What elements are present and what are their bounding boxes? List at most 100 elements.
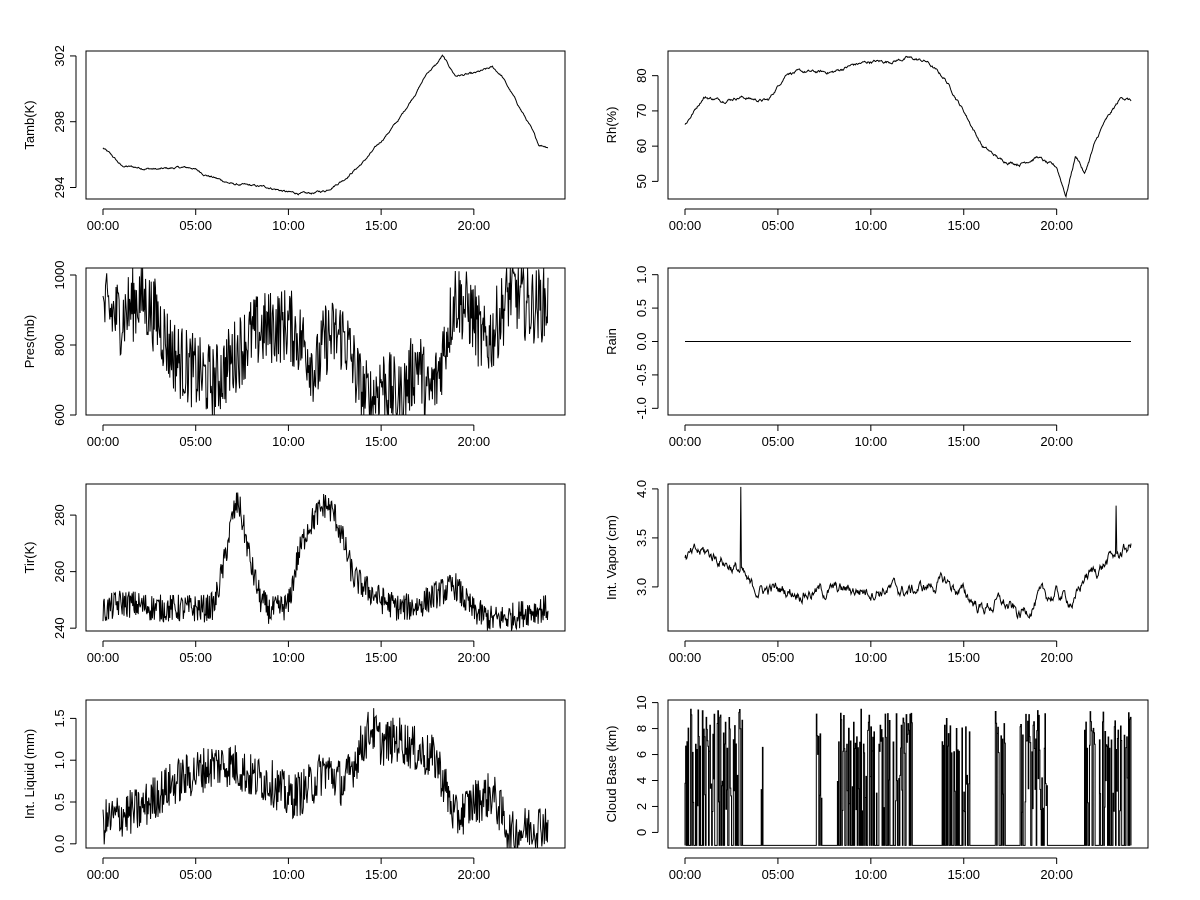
y-tick-label: 4 — [634, 777, 649, 784]
x-tick-label: 10:00 — [855, 650, 888, 665]
y-tick-label: 3.5 — [634, 529, 649, 547]
x-tick-label: 10:00 — [272, 218, 305, 233]
panel-1: 00:00 05:00 10:00 15:00 20:00 50 60 70 80 Rh(%) — [604, 50, 1149, 233]
y-tick-label: 1.0 — [634, 266, 649, 284]
plot-frame — [667, 699, 1149, 849]
y-tick-label: 260 — [52, 561, 67, 583]
plot-frame — [667, 267, 1149, 416]
series-line — [684, 55, 1132, 199]
y-tick-label: 302 — [52, 45, 67, 67]
x-tick-label: 05:00 — [762, 218, 795, 233]
y-tick-label: 10 — [634, 695, 649, 709]
series-line — [684, 486, 1132, 620]
x-tick-label: 05:00 — [179, 650, 212, 665]
y-tick-label: 0.5 — [52, 793, 67, 811]
panel-4: 00:00 05:00 10:00 15:00 20:00 240 260 280 Tir(K) — [22, 483, 566, 665]
x-tick-label: 10:00 — [272, 650, 305, 665]
x-tick-label: 00:00 — [669, 867, 702, 882]
y-tick-label: 2 — [634, 803, 649, 810]
x-tick-label: 20:00 — [458, 434, 491, 449]
x-tick-label: 00:00 — [87, 434, 120, 449]
y-axis-label: Cloud Base (km) — [604, 726, 619, 823]
y-tick-label: 600 — [52, 404, 67, 426]
x-tick-label: 15:00 — [365, 218, 398, 233]
y-tick-label: 80 — [634, 68, 649, 82]
y-tick-label: 298 — [52, 111, 67, 133]
series-line — [102, 708, 549, 849]
x-tick-label: 10:00 — [855, 867, 888, 882]
x-tick-label: 15:00 — [947, 434, 980, 449]
plot-frame — [85, 483, 566, 632]
plot-frame — [85, 267, 566, 416]
x-tick-label: 05:00 — [762, 650, 795, 665]
y-tick-label: 1.5 — [52, 709, 67, 727]
y-tick-label: 3.0 — [634, 578, 649, 596]
plot-frame — [667, 50, 1149, 200]
plot-frame — [667, 483, 1149, 632]
x-tick-label: 05:00 — [762, 434, 795, 449]
y-tick-label: 1000 — [52, 261, 67, 290]
y-tick-label: 70 — [634, 104, 649, 118]
y-axis-label: Rh(%) — [604, 107, 619, 144]
x-tick-label: 00:00 — [87, 650, 120, 665]
x-tick-label: 20:00 — [1040, 218, 1073, 233]
x-tick-label: 00:00 — [87, 867, 120, 882]
x-tick-label: 00:00 — [669, 650, 702, 665]
x-tick-label: 15:00 — [365, 434, 398, 449]
x-tick-label: 10:00 — [272, 434, 305, 449]
x-tick-label: 00:00 — [87, 218, 120, 233]
panel-7: 00:00 05:00 10:00 15:00 20:00 0 2 4 6 8 10 Cloud Ba… — [604, 695, 1149, 882]
x-tick-label: 20:00 — [458, 867, 491, 882]
x-tick-label: 15:00 — [947, 650, 980, 665]
y-tick-label: 0 — [634, 829, 649, 836]
y-tick-label: 294 — [52, 177, 67, 199]
y-tick-label: 0.0 — [52, 835, 67, 853]
x-tick-label: 15:00 — [947, 867, 980, 882]
y-axis-label: Pres(mb) — [22, 315, 37, 368]
y-tick-label: 240 — [52, 617, 67, 639]
series-line — [102, 267, 549, 416]
y-tick-label: 0.0 — [634, 332, 649, 350]
series-line — [102, 54, 549, 196]
y-tick-label: -1.0 — [634, 397, 649, 419]
x-tick-label: 20:00 — [1040, 650, 1073, 665]
x-tick-label: 05:00 — [179, 867, 212, 882]
panel-5: 00:00 05:00 10:00 15:00 20:00 3.0 3.5 4.0 Int. V… — [604, 480, 1149, 665]
x-tick-label: 05:00 — [179, 218, 212, 233]
panel-6: 00:00 05:00 10:00 15:00 20:00 0.0 0.5 1.0 1.5 Int… — [22, 699, 566, 882]
x-tick-label: 15:00 — [365, 650, 398, 665]
x-tick-label: 05:00 — [762, 867, 795, 882]
y-tick-label: 0.5 — [634, 299, 649, 317]
x-tick-label: 00:00 — [669, 434, 702, 449]
y-tick-label: 280 — [52, 504, 67, 526]
y-axis-label: Tir(K) — [22, 541, 37, 573]
y-tick-label: 6 — [634, 751, 649, 758]
panel-2: 00:00 05:00 10:00 15:00 20:00 600 800 1000 Pres(… — [22, 261, 566, 449]
y-tick-label: 800 — [52, 334, 67, 356]
x-tick-label: 20:00 — [458, 650, 491, 665]
y-axis-label: Rain — [604, 328, 619, 355]
x-tick-label: 20:00 — [458, 218, 491, 233]
y-axis-label: Int. Liquid (mm) — [22, 729, 37, 819]
panel-3: 00:00 05:00 10:00 15:00 20:00 -1.0 -0.5 0.0 0.5 1… — [604, 266, 1149, 449]
x-tick-label: 15:00 — [365, 867, 398, 882]
y-axis-label: Tamb(K) — [22, 100, 37, 149]
y-tick-label: 4.0 — [634, 480, 649, 498]
x-tick-label: 20:00 — [1040, 434, 1073, 449]
x-tick-label: 15:00 — [947, 218, 980, 233]
x-tick-label: 00:00 — [669, 218, 702, 233]
x-tick-label: 10:00 — [855, 434, 888, 449]
y-tick-label: 8 — [634, 725, 649, 732]
x-tick-label: 20:00 — [1040, 867, 1073, 882]
y-axis-label: Int. Vapor (cm) — [604, 515, 619, 600]
panel-0: 00:00 05:00 10:00 15:00 20:00 294 298 302 Tamb(K… — [22, 45, 566, 233]
y-tick-label: -0.5 — [634, 364, 649, 386]
x-tick-label: 10:00 — [272, 867, 305, 882]
x-tick-label: 10:00 — [855, 218, 888, 233]
plot-frame — [85, 50, 566, 200]
series-line — [102, 492, 549, 631]
x-tick-label: 05:00 — [179, 434, 212, 449]
y-tick-label: 60 — [634, 139, 649, 153]
plot-frame — [85, 699, 566, 849]
